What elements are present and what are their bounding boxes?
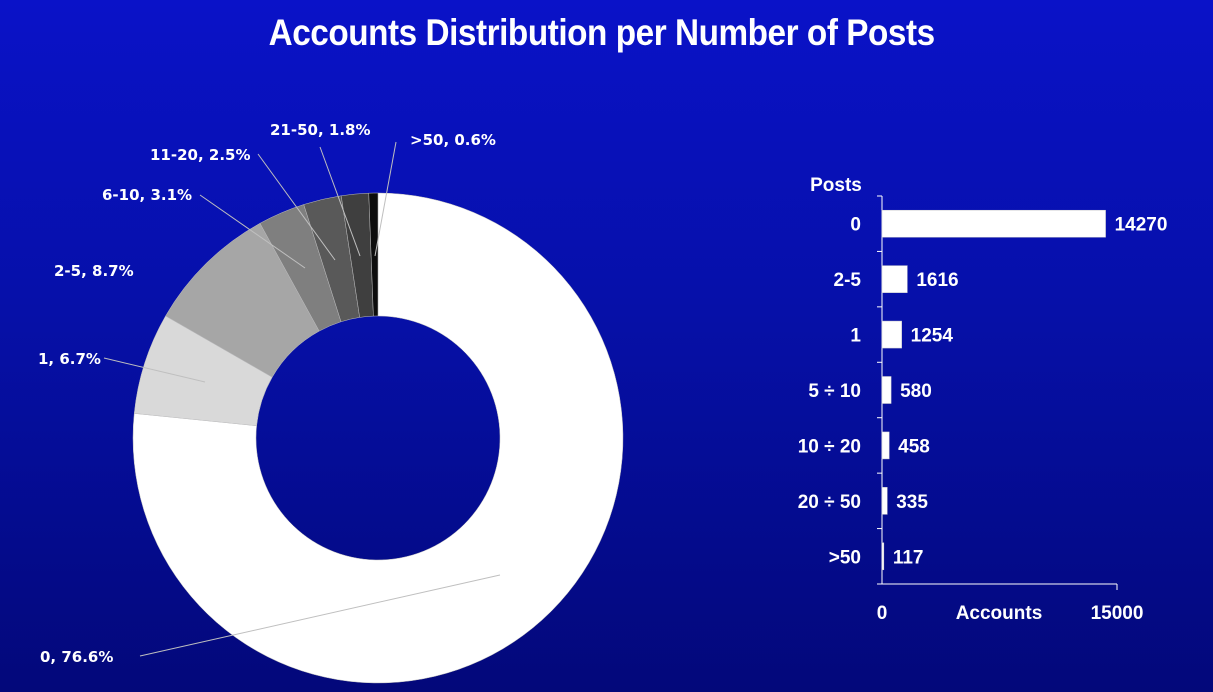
donut-label-11-20: 11-20, 2.5% xyxy=(150,146,251,164)
bar-5 xyxy=(881,487,888,515)
leader-line-11-20 xyxy=(257,153,336,261)
leader-line->50 xyxy=(374,141,397,257)
category-label: 10 ÷ 20 xyxy=(798,436,861,457)
value-label: 1616 xyxy=(916,270,958,291)
leader-line-0 xyxy=(139,574,501,657)
category-label: 0 xyxy=(850,215,861,236)
category-label: 1 xyxy=(850,326,861,347)
bar-2 xyxy=(881,320,902,349)
value-label: 458 xyxy=(898,436,930,457)
bar-6 xyxy=(881,542,885,571)
value-label: 335 xyxy=(896,492,928,513)
donut-label-2-5: 2-5, 8.7% xyxy=(54,262,134,280)
bar-1 xyxy=(881,265,908,293)
value-label: 1254 xyxy=(911,326,954,347)
donut-slice-0 xyxy=(132,192,624,684)
x-tick-label: 15000 xyxy=(1091,603,1144,624)
y-axis-label: Posts xyxy=(810,175,862,196)
value-label: 580 xyxy=(900,381,932,402)
donut-label->50: >50, 0.6% xyxy=(410,131,496,149)
category-label: 20 ÷ 50 xyxy=(798,492,861,513)
donut-chart: 0, 76.6% 1, 6.7% 2-5, 8.7% 6-10, 3.1% 11-20,… xyxy=(38,121,624,684)
donut-label-21-50: 21-50, 1.8% xyxy=(270,121,371,139)
value-label: 14270 xyxy=(1115,215,1168,236)
value-label: 117 xyxy=(893,547,924,568)
bar-3 xyxy=(881,376,892,404)
leader-line-21-50 xyxy=(319,146,361,257)
bar-chart: Posts Accounts 0 15000 0 14270 2-5 1616 1 1254 5 ÷… xyxy=(798,175,1168,624)
chart-title: Accounts Distribution per Number of Post… xyxy=(268,12,936,53)
x-axis-label: Accounts xyxy=(956,603,1043,624)
donut-label-6-10: 6-10, 3.1% xyxy=(102,186,192,204)
category-label: 5 ÷ 10 xyxy=(808,381,861,402)
donut-label-0: 0, 76.6% xyxy=(40,648,113,666)
x-tick-label: 0 xyxy=(877,603,888,624)
category-label: >50 xyxy=(829,547,861,568)
leader-line-6-10 xyxy=(199,194,306,269)
bar-4 xyxy=(881,431,890,460)
donut-label-1: 1, 6.7% xyxy=(38,350,101,368)
donut-slice->50 xyxy=(368,192,379,317)
leader-line-1 xyxy=(103,357,206,383)
category-label: 2-5 xyxy=(834,270,862,291)
bar-0 xyxy=(881,209,1106,238)
